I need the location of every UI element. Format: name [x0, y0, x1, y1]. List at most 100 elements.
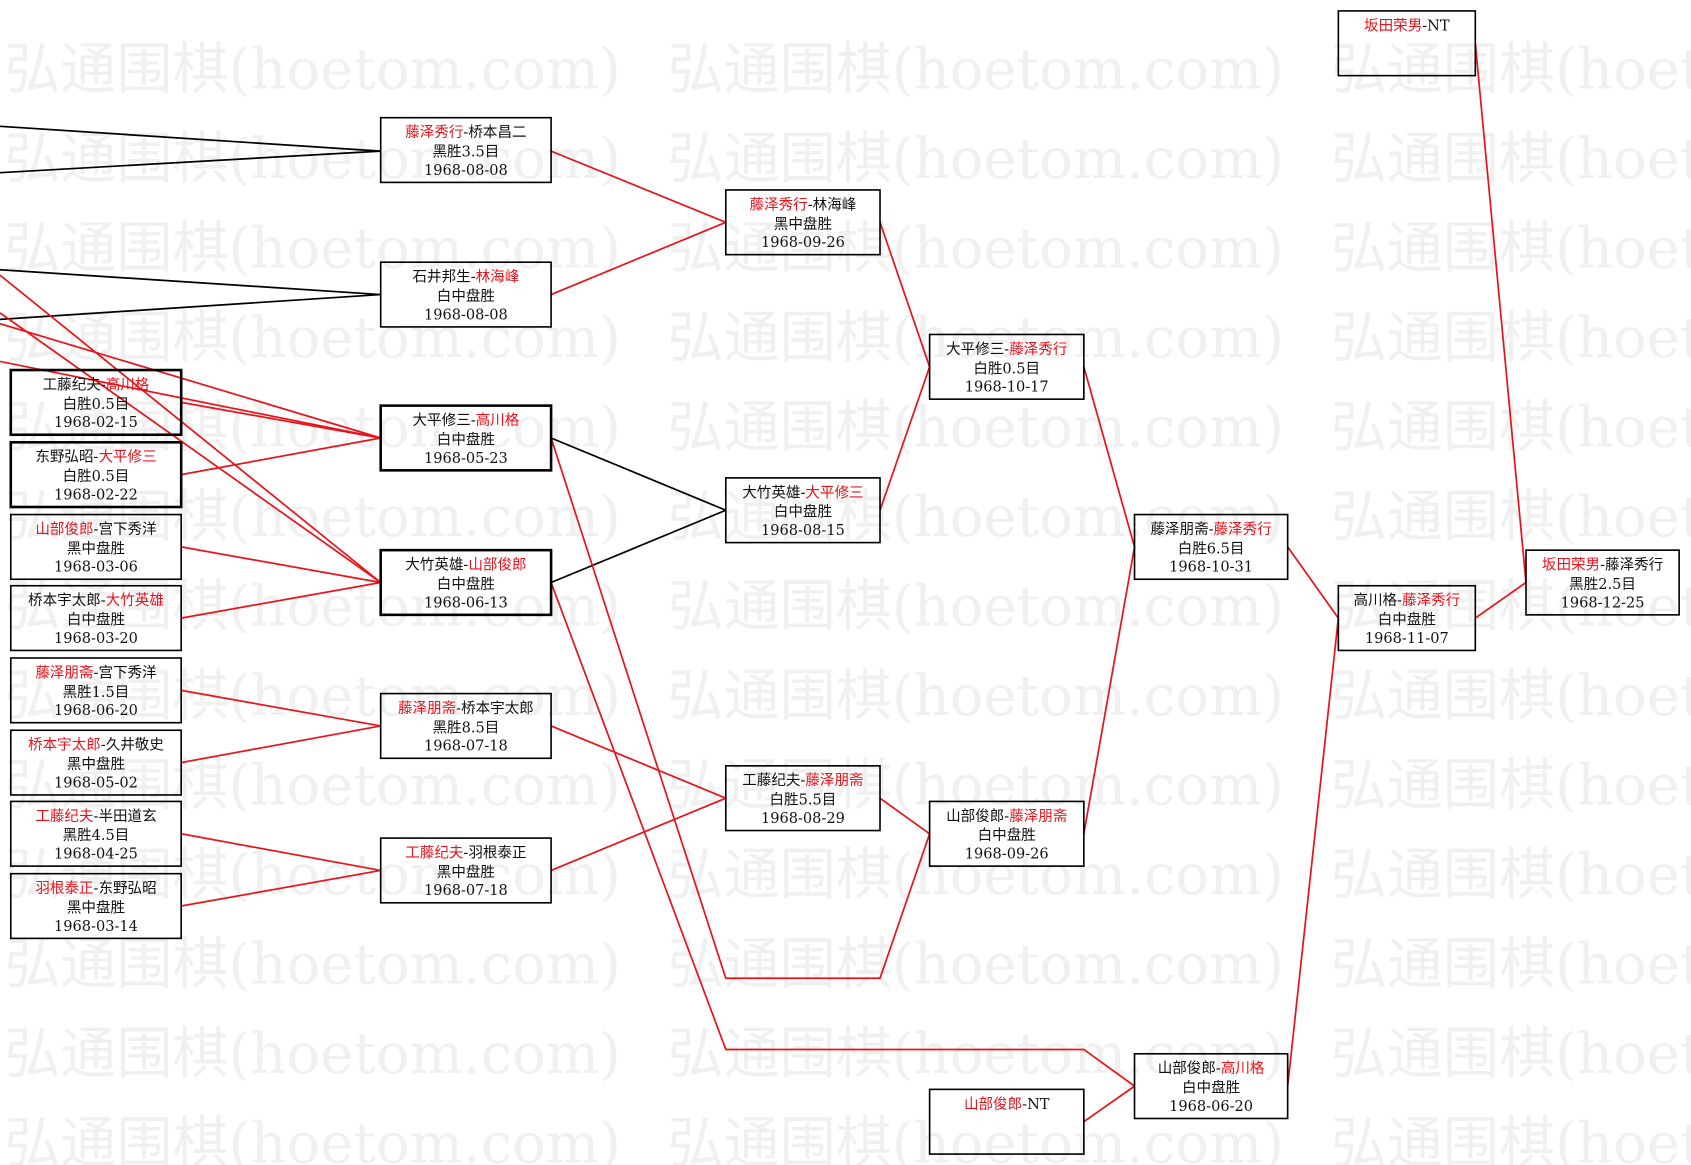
winner-name: 坂田荣男	[1364, 17, 1422, 34]
winner-path-line	[181, 437, 381, 476]
watermark-text: 弘通围棋(hoetom.com)	[4, 38, 621, 103]
winner-path-line	[1474, 581, 1527, 619]
winner-name: 藤泽秀行	[1402, 592, 1460, 609]
game-box-border	[379, 692, 552, 760]
winner-name: 山部俊郎	[35, 521, 93, 538]
watermark-text: 弘通围棋(hoetom.com)	[668, 217, 1285, 282]
winner-path-line	[550, 582, 1136, 1087]
winner-path-line	[879, 797, 931, 835]
players-separator: -	[456, 700, 461, 717]
player-name: 藤泽朋斋	[1150, 521, 1208, 538]
watermark-text: 弘通围棋(hoetom.com)	[4, 127, 621, 192]
players-separator: -	[94, 808, 99, 825]
winner-name: 藤泽秀行	[1009, 341, 1067, 358]
game-date: 1968-03-20	[54, 630, 138, 647]
winner-path-line	[550, 725, 727, 799]
players-separator: -	[471, 412, 476, 429]
game-players: 大平修三-高川格	[413, 412, 520, 429]
game-box-border	[724, 765, 881, 832]
watermark-text: 弘通围棋(hoetom.com)	[4, 217, 621, 282]
winner-name: 羽根泰正	[35, 880, 93, 897]
game-date: 1968-06-20	[1169, 1098, 1253, 1115]
game-players: 桥本宇太郎-大竹英雄	[28, 591, 164, 609]
watermark-text: 弘通围棋(hoetom.com)	[668, 396, 1285, 461]
winner-name: 高川格	[1221, 1060, 1265, 1077]
player-name: 羽根泰正	[468, 845, 526, 862]
bracket-line	[550, 509, 727, 584]
winner-path-line	[1474, 43, 1527, 583]
game-players: 藤泽秀行-林海峰	[750, 196, 857, 213]
game-players: 藤泽朋斋-藤泽秀行	[1150, 521, 1271, 538]
game-date: 1968-10-31	[1169, 559, 1253, 576]
winner-path-line	[181, 869, 381, 907]
game-players: 藤泽朋斋-桥本宇太郎	[398, 700, 534, 717]
game-result: 白中盘胜	[1378, 611, 1436, 629]
game-box-border	[9, 872, 182, 940]
game-date: 1968-04-25	[54, 846, 138, 863]
game-result: 黑中盘胜	[67, 899, 125, 917]
game-box[interactable]: 山部俊郎-NT	[928, 1088, 1085, 1155]
game-players: 桥本宇太郎-久井敬史	[28, 737, 164, 754]
watermark-text: 弘通围棋(hoetom.com)	[1331, 127, 1691, 192]
player-name: 山部俊郎	[946, 808, 1004, 825]
watermark-text: 弘通围棋(hoetom.com)	[1331, 754, 1691, 819]
winner-name: 大竹英雄	[106, 591, 164, 609]
player-name: 东野弘昭	[98, 880, 156, 897]
game-result: 白中盘胜	[67, 611, 125, 629]
game-result: 黑胜1.5目	[63, 684, 130, 701]
player-name: 大平修三	[946, 341, 1004, 358]
game-players: 大竹英雄-大平修三	[742, 483, 863, 501]
winner-name: 藤泽朋斋	[805, 772, 863, 789]
game-result: 白中盘胜	[978, 826, 1036, 844]
game-players: 藤泽朋斋-宫下秀洋	[35, 664, 156, 681]
winner-path-line	[181, 401, 381, 439]
bracket-line	[0, 268, 381, 296]
game-date: 1968-02-22	[54, 486, 138, 503]
watermark-text: 弘通围棋(hoetom.com)	[668, 575, 1285, 640]
winner-path-line	[879, 366, 931, 511]
winner-name: 桥本宇太郎	[28, 737, 101, 754]
game-boxes: 工藤纪夫-高川格白胜0.5目1968-02-15东野弘昭-大平修三白胜0.5目1…	[9, 10, 1680, 1155]
game-result: 白中盘胜	[437, 575, 495, 593]
winner-name: 工藤纪夫	[405, 845, 464, 862]
game-result: 白胜5.5目	[770, 792, 837, 809]
players-separator: -	[94, 449, 99, 466]
game-box[interactable]: 坂田荣男-NT	[1337, 10, 1477, 77]
watermark-text: 弘通围棋(hoetom.com)	[668, 933, 1285, 998]
winner-name: 藤泽秀行	[405, 124, 463, 141]
watermark-text: 弘通围棋(hoetom.com)	[668, 664, 1285, 729]
winner-path-line	[181, 725, 381, 764]
game-date: 1968-06-20	[54, 702, 138, 719]
winner-path-line	[0, 322, 381, 439]
game-players: 高川格-藤泽秀行	[1353, 592, 1460, 609]
watermark-text: 弘通围棋(hoetom.com)	[4, 1112, 621, 1165]
watermark-text: 弘通围棋(hoetom.com)	[668, 843, 1285, 908]
game-result: 白中盘胜	[1182, 1079, 1240, 1097]
player-name: 石井邦生	[413, 269, 471, 286]
game-result: 黑胜8.5目	[432, 719, 499, 736]
